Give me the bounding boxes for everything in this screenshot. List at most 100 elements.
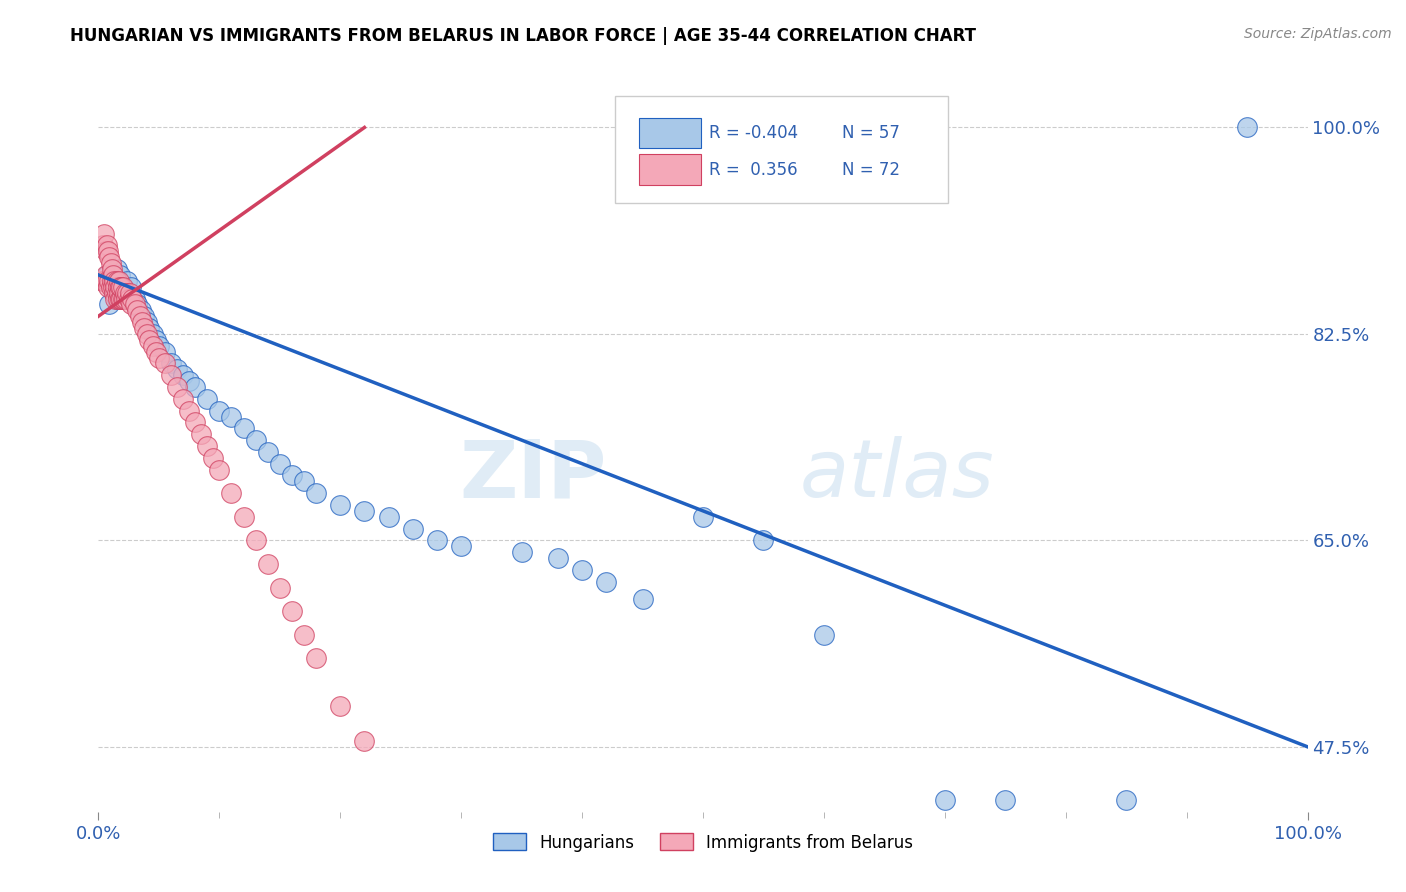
- Point: [195, 439, 218, 453]
- Point: [105, 262, 128, 277]
- Point: [221, 409, 243, 424]
- Point: [994, 793, 1017, 807]
- Point: [148, 339, 170, 353]
- Point: [135, 326, 157, 341]
- Point: [91, 274, 114, 288]
- Point: [101, 268, 124, 282]
- Point: [195, 392, 218, 406]
- Point: [117, 274, 139, 288]
- Point: [377, 509, 399, 524]
- Point: [118, 292, 141, 306]
- Point: [108, 274, 131, 288]
- Point: [107, 292, 129, 306]
- Point: [103, 285, 125, 300]
- Point: [292, 475, 315, 489]
- Point: [108, 292, 131, 306]
- Point: [305, 486, 328, 500]
- Point: [103, 285, 125, 300]
- Point: [100, 262, 122, 277]
- Point: [256, 445, 278, 459]
- Point: [110, 279, 132, 293]
- Text: atlas: atlas: [800, 436, 994, 515]
- Point: [269, 457, 291, 471]
- Text: N = 72: N = 72: [842, 161, 900, 178]
- Point: [100, 279, 122, 293]
- Point: [97, 279, 120, 293]
- Point: [117, 285, 139, 300]
- Point: [142, 339, 165, 353]
- Point: [128, 310, 150, 324]
- Point: [121, 292, 143, 306]
- Point: [134, 321, 156, 335]
- Point: [94, 244, 117, 259]
- Point: [111, 279, 134, 293]
- Point: [115, 292, 138, 306]
- Point: [94, 268, 117, 282]
- Point: [281, 468, 304, 483]
- Point: [353, 734, 375, 748]
- Point: [281, 604, 304, 618]
- Point: [184, 380, 207, 394]
- Point: [595, 574, 617, 589]
- Point: [96, 274, 118, 288]
- Point: [179, 403, 201, 417]
- Point: [208, 403, 231, 417]
- Point: [124, 297, 146, 311]
- Point: [631, 592, 654, 607]
- Point: [329, 498, 352, 512]
- Point: [179, 374, 201, 388]
- Point: [108, 279, 131, 293]
- Point: [105, 274, 128, 288]
- Point: [96, 238, 118, 252]
- Point: [100, 274, 122, 288]
- Text: HUNGARIAN VS IMMIGRANTS FROM BELARUS IN LABOR FORCE | AGE 35-44 CORRELATION CHAR: HUNGARIAN VS IMMIGRANTS FROM BELARUS IN …: [70, 27, 976, 45]
- Point: [108, 268, 131, 282]
- Point: [105, 292, 128, 306]
- Point: [118, 285, 141, 300]
- Point: [245, 533, 267, 548]
- Point: [131, 315, 153, 329]
- Text: R = -0.404: R = -0.404: [709, 124, 799, 142]
- Point: [450, 539, 472, 553]
- Point: [232, 421, 254, 435]
- Point: [120, 297, 142, 311]
- Point: [105, 285, 128, 300]
- Point: [813, 628, 835, 642]
- Point: [153, 356, 176, 370]
- Point: [111, 279, 134, 293]
- Point: [232, 509, 254, 524]
- Point: [104, 292, 127, 306]
- Point: [93, 274, 115, 288]
- Point: [112, 292, 135, 306]
- Point: [104, 279, 127, 293]
- Point: [148, 351, 170, 365]
- Point: [329, 698, 352, 713]
- Point: [402, 522, 425, 536]
- Point: [114, 285, 136, 300]
- Point: [571, 563, 593, 577]
- Legend: Hungarians, Immigrants from Belarus: Hungarians, Immigrants from Belarus: [486, 827, 920, 858]
- Point: [101, 279, 124, 293]
- Point: [124, 292, 146, 306]
- Point: [692, 509, 714, 524]
- Point: [110, 292, 132, 306]
- Point: [108, 274, 131, 288]
- Point: [93, 274, 115, 288]
- Point: [184, 416, 207, 430]
- Point: [426, 533, 449, 548]
- Point: [135, 315, 157, 329]
- Point: [96, 268, 118, 282]
- Point: [138, 321, 160, 335]
- Point: [172, 368, 194, 383]
- Point: [166, 380, 188, 394]
- Point: [98, 274, 121, 288]
- Point: [138, 333, 160, 347]
- Point: [245, 433, 267, 447]
- Point: [91, 238, 114, 252]
- Point: [108, 285, 131, 300]
- Point: [160, 356, 183, 370]
- Point: [153, 344, 176, 359]
- Point: [93, 227, 115, 241]
- Point: [145, 344, 167, 359]
- FancyBboxPatch shape: [638, 118, 700, 148]
